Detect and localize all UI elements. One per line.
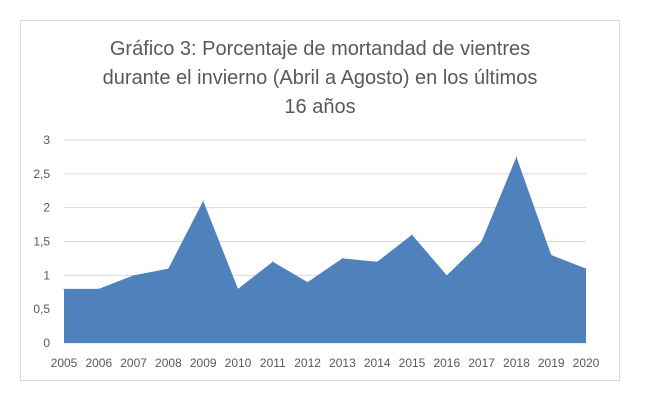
y-tick-label: 3 [43,133,50,147]
y-tick-label: 0,5 [33,302,50,316]
x-tick-label: 2009 [190,356,217,370]
data-point [515,156,517,158]
x-tick-label: 2019 [538,356,565,370]
data-point [272,261,274,263]
data-point [411,234,413,236]
x-tick-label: 2008 [155,356,182,370]
x-tick-label: 2006 [85,356,112,370]
data-point [237,288,239,290]
data-point [307,281,309,283]
y-tick-label: 2 [43,201,50,215]
data-point [63,288,65,290]
data-point [481,241,483,242]
x-tick-label: 2017 [468,356,495,370]
y-tick-label: 2,5 [33,167,50,181]
data-point [446,274,448,276]
data-point [133,274,135,276]
data-point [550,254,552,256]
series-area [63,156,587,343]
chart-title-line-3: 16 años [284,96,356,118]
y-tick-label: 1 [43,268,50,282]
data-point [585,268,587,270]
x-tick-label: 2014 [364,356,391,370]
data-point [341,257,343,259]
data-point [202,200,204,202]
data-point [376,261,378,263]
y-tick-label: 0 [43,336,50,350]
x-tick-label: 2020 [573,356,600,370]
data-point [98,288,100,290]
area-series [64,156,586,343]
x-tick-label: 2005 [51,356,78,370]
chart-title-line-1: Gráfico 3: Porcentaje de mortandad de vi… [109,38,531,60]
x-axis-ticks: 2005 2006 2007 2008 2009 2010 2011 2012 2013 2014… [51,356,600,370]
x-tick-label: 2007 [120,356,147,370]
x-tick-label: 2013 [329,356,356,370]
data-point [167,268,169,270]
x-tick-label: 2010 [225,356,252,370]
chart-title-line-2: durante el invierno (Abril a Agosto) en … [102,67,538,89]
x-tick-label: 2018 [503,356,530,370]
chart-title: Gráfico 3: Porcentaje de mortandad de vi… [20,35,620,122]
y-tick-label: 1,5 [33,235,50,249]
x-tick-label: 2015 [399,356,426,370]
y-axis-ticks: 0 0,5 1 1,5 2 2,5 3 [33,133,50,350]
x-tick-label: 2016 [433,356,460,370]
x-tick-label: 2012 [294,356,321,370]
x-tick-label: 2011 [260,356,286,370]
